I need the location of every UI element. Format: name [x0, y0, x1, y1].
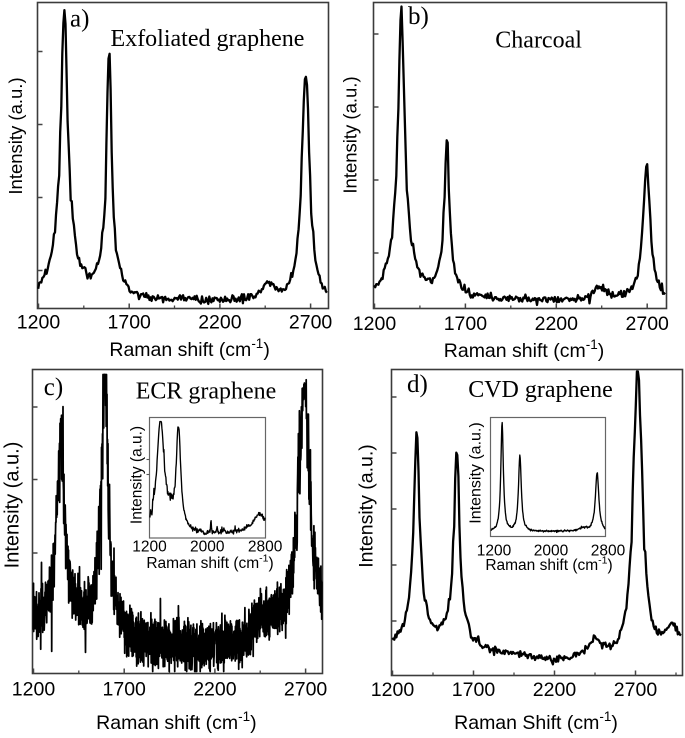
svg-text:Raman shift (cm-1): Raman shift (cm-1) — [146, 553, 273, 573]
svg-text:c): c) — [44, 374, 63, 401]
svg-text:2200: 2200 — [535, 313, 579, 335]
svg-text:Intensity (a.u.): Intensity (a.u.) — [340, 76, 361, 193]
svg-text:Intensity (a.u.): Intensity (a.u.) — [468, 422, 485, 523]
svg-text:Intensity (a.u.): Intensity (a.u.) — [128, 426, 145, 524]
svg-text:d): d) — [407, 371, 428, 398]
svg-text:1700: 1700 — [103, 678, 147, 700]
svg-text:2000: 2000 — [534, 543, 569, 560]
svg-text:2000: 2000 — [190, 539, 225, 556]
svg-text:ECR graphene: ECR graphene — [136, 379, 277, 405]
svg-text:Raman Shift (cm-1): Raman Shift (cm-1) — [454, 709, 618, 733]
svg-text:Charcoal: Charcoal — [495, 28, 582, 54]
svg-text:Raman shift (cm-1): Raman shift (cm-1) — [109, 336, 269, 361]
svg-text:1700: 1700 — [108, 312, 152, 334]
svg-text:1200: 1200 — [132, 539, 167, 556]
svg-text:1200: 1200 — [12, 678, 56, 700]
svg-text:2800: 2800 — [248, 539, 283, 556]
svg-text:b): b) — [408, 3, 429, 30]
svg-text:2200: 2200 — [193, 678, 237, 700]
svg-text:2700: 2700 — [289, 312, 333, 334]
svg-text:2700: 2700 — [626, 313, 670, 335]
svg-text:1200: 1200 — [353, 313, 397, 335]
svg-text:2700: 2700 — [614, 679, 658, 701]
svg-text:Intensity (a.u.): Intensity (a.u.) — [5, 77, 26, 194]
svg-text:1200: 1200 — [371, 679, 415, 701]
svg-text:a): a) — [70, 6, 89, 33]
svg-text:2200: 2200 — [533, 679, 577, 701]
svg-text:2700: 2700 — [284, 678, 328, 700]
svg-text:Raman shift (cm-1): Raman shift (cm-1) — [485, 555, 612, 575]
svg-text:CVD graphene: CVD graphene — [468, 377, 613, 403]
svg-text:1700: 1700 — [444, 313, 488, 335]
svg-text:1700: 1700 — [452, 679, 496, 701]
svg-text:Intensity (a.u.): Intensity (a.u.) — [1, 442, 23, 569]
svg-text:1200: 1200 — [477, 543, 512, 560]
svg-text:2200: 2200 — [198, 312, 242, 334]
svg-text:Raman shift (cm-1): Raman shift (cm-1) — [96, 709, 256, 733]
svg-text:Intensity (a.u.): Intensity (a.u.) — [356, 444, 378, 568]
svg-text:Raman shift (cm-1): Raman shift (cm-1) — [444, 337, 604, 362]
svg-text:1200: 1200 — [17, 312, 61, 334]
svg-text:Exfoliated graphene: Exfoliated graphene — [111, 26, 305, 52]
svg-text:2800: 2800 — [591, 543, 626, 560]
